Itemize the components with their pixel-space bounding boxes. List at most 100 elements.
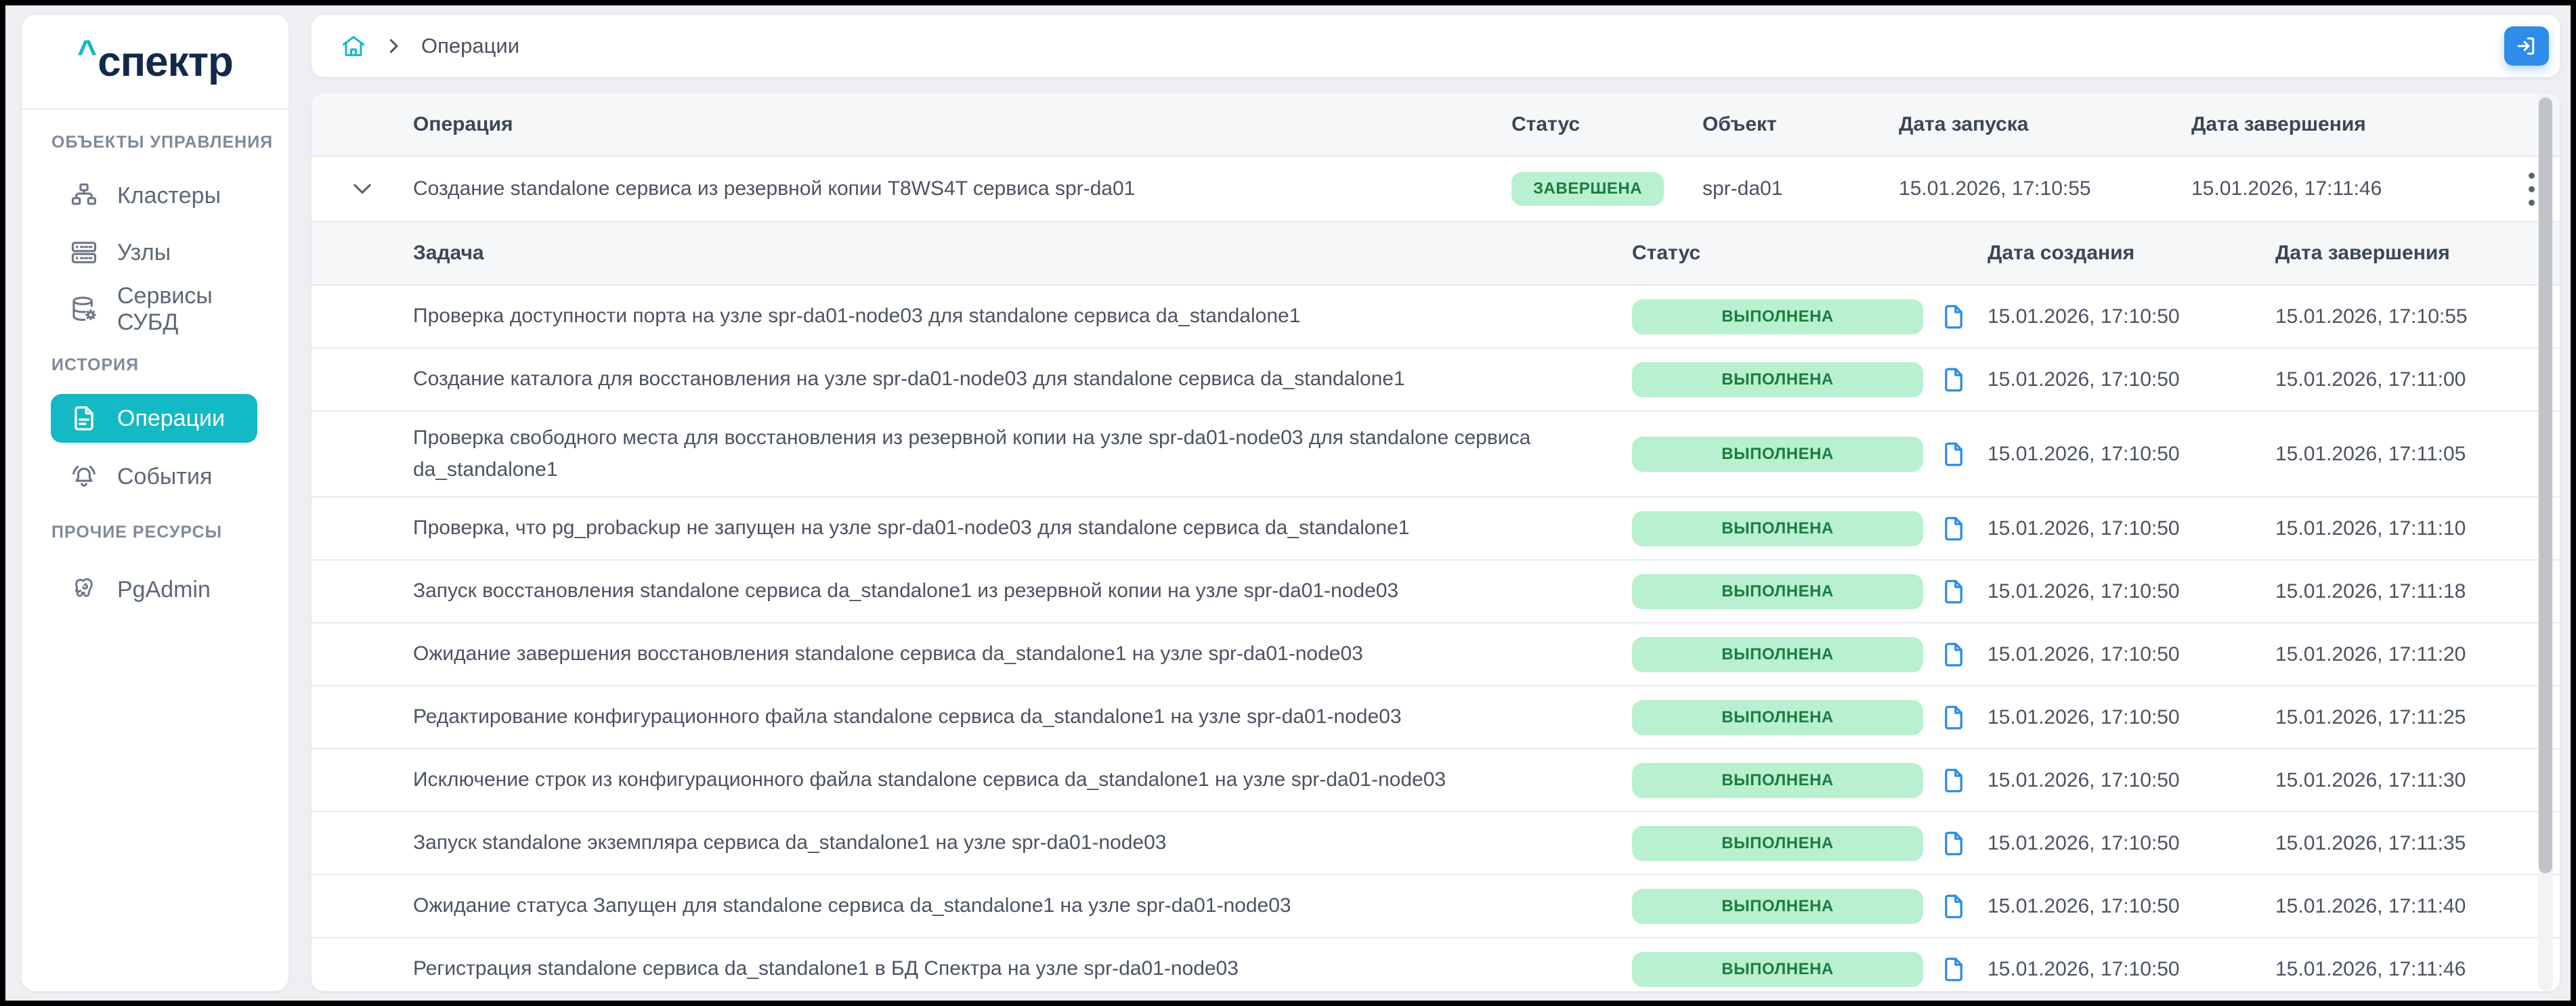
task-name: Регистрация standalone сервиса da_standa… — [413, 957, 1239, 980]
nodes-icon — [68, 237, 100, 268]
operations-panel: Операция Статус Объект Дата запуска Дата… — [312, 93, 2560, 991]
sidebar-item-pgadmin[interactable]: PgAdmin — [51, 561, 257, 618]
task-log-file-icon[interactable] — [1939, 890, 1968, 923]
header-spacer — [312, 222, 413, 284]
task-log-file-icon[interactable] — [1939, 301, 1968, 333]
task-log-file-icon[interactable] — [1939, 364, 1968, 396]
sidebar-item-label: Узлы — [117, 239, 171, 265]
col-object: Объект — [1702, 113, 1777, 135]
task-created-date: 15.01.2026, 17:10:50 — [1988, 442, 2180, 465]
logout-button[interactable] — [2504, 26, 2549, 66]
task-log-file-icon[interactable] — [1939, 512, 1968, 545]
sidebar-item-label: Кластеры — [117, 182, 221, 209]
task-name: Исключение строк из конфигурационного фа… — [413, 768, 1446, 791]
sidebar-item-clusters[interactable]: Кластеры — [51, 167, 257, 224]
table-row: Запуск восстановления standalone сервиса… — [312, 561, 2560, 624]
task-finished-date: 15.01.2026, 17:11:00 — [2275, 368, 2466, 391]
collapse-chevron-icon[interactable] — [312, 157, 413, 221]
breadcrumb-bar: Операции — [312, 15, 2560, 77]
task-finished-date: 15.01.2026, 17:11:35 — [2275, 831, 2466, 854]
sidebar-nav-objects: Кластеры Узлы — [22, 167, 288, 338]
table-row: Проверка свободного места для восстановл… — [312, 412, 2560, 498]
task-log-file-icon[interactable] — [1939, 827, 1968, 860]
sidebar-item-events[interactable]: События — [51, 448, 257, 505]
task-status-badge: ВЫПОЛНЕНА — [1632, 636, 1923, 672]
row-menu-kebab-icon[interactable] — [2519, 163, 2544, 215]
vertical-scrollbar — [2538, 93, 2553, 991]
task-log-file-icon[interactable] — [1939, 575, 1968, 608]
table-row: Проверка, что pg_probackup не запущен на… — [312, 498, 2560, 561]
pgadmin-elephant-icon — [68, 574, 100, 605]
row-indent — [312, 498, 413, 559]
table-row: Исключение строк из конфигурационного фа… — [312, 749, 2560, 812]
sidebar-section-history: История — [51, 355, 139, 374]
task-created-date: 15.01.2026, 17:10:50 — [1988, 831, 2180, 854]
table-row: Запуск standalone экземпляра сервиса da_… — [312, 812, 2560, 875]
operation-status-badge: ЗАВЕРШЕНА — [1511, 172, 1665, 206]
task-log-file-icon[interactable] — [1939, 438, 1968, 471]
sidebar-item-nodes[interactable]: Узлы — [51, 224, 257, 281]
task-log-file-icon[interactable] — [1939, 701, 1968, 734]
task-finished-date: 15.01.2026, 17:11:10 — [2275, 517, 2466, 540]
operation-start-date: 15.01.2026, 17:10:55 — [1899, 177, 2091, 200]
task-status-badge: ВЫПОЛНЕНА — [1632, 573, 1923, 609]
col-start-date: Дата запуска — [1899, 113, 2029, 135]
sidebar-divider — [22, 108, 288, 110]
scrollbar-thumb[interactable] — [2539, 97, 2552, 873]
task-name: Ожидание завершения восстановления stand… — [413, 642, 1363, 665]
task-name: Проверка, что pg_probackup не запущен на… — [413, 517, 1410, 540]
task-created-date: 15.01.2026, 17:10:50 — [1988, 957, 2180, 980]
app-background: ^ спектр Объекты управления Кластеры — [5, 5, 2571, 1001]
chevron-right-icon — [383, 35, 406, 58]
task-log-file-icon[interactable] — [1939, 764, 1968, 797]
table-row: Проверка доступности порта на узле spr-d… — [312, 286, 2560, 349]
task-created-date: 15.01.2026, 17:10:50 — [1988, 768, 2180, 791]
tasks-table-body: Проверка доступности порта на узле spr-d… — [312, 286, 2560, 991]
task-created-date: 15.01.2026, 17:10:50 — [1988, 579, 2180, 603]
col-task: Задача — [413, 242, 484, 264]
sidebar-item-label: PgAdmin — [117, 576, 211, 603]
task-finished-date: 15.01.2026, 17:10:55 — [2275, 305, 2468, 328]
task-finished-date: 15.01.2026, 17:11:30 — [2275, 768, 2466, 791]
col-end-date: Дата завершения — [2191, 113, 2366, 135]
operation-name: Создание standalone сервиса из резервной… — [413, 177, 1136, 200]
database-gear-icon — [68, 294, 100, 325]
home-icon[interactable] — [339, 31, 368, 61]
table-row: Создание каталога для восстановления на … — [312, 349, 2560, 412]
row-indent — [312, 686, 413, 748]
col-finished-date: Дата завершения — [2275, 242, 2450, 264]
task-name: Проверка свободного места для восстановл… — [413, 427, 1531, 481]
task-finished-date: 15.01.2026, 17:11:05 — [2275, 442, 2466, 465]
sidebar-item-label: События — [117, 463, 213, 489]
task-created-date: 15.01.2026, 17:10:50 — [1988, 517, 2180, 540]
task-status-badge: ВЫПОЛНЕНА — [1632, 362, 1923, 397]
logo-caret-icon: ^ — [77, 33, 97, 71]
col-operation: Операция — [413, 113, 513, 135]
row-indent — [312, 349, 413, 410]
row-indent — [312, 412, 413, 496]
sidebar-section-other: Прочие ресурсы — [51, 523, 223, 542]
task-status-badge: ВЫПОЛНЕНА — [1632, 510, 1923, 546]
logo-text: спектр — [98, 38, 234, 85]
col-task-status: Статус — [1632, 242, 1701, 264]
row-indent — [312, 624, 413, 685]
task-status-badge: ВЫПОЛНЕНА — [1632, 762, 1923, 798]
task-status-badge: ВЫПОЛНЕНА — [1632, 888, 1923, 924]
task-status-badge: ВЫПОЛНЕНА — [1632, 951, 1923, 987]
sidebar-item-label: Сервисы СУБД — [117, 283, 213, 335]
sidebar-item-label: Операции — [117, 405, 226, 431]
task-log-file-icon[interactable] — [1939, 638, 1968, 671]
sidebar-item-db-services[interactable]: Сервисы СУБД — [51, 281, 257, 338]
sidebar-item-operations[interactable]: Операции — [51, 394, 257, 443]
col-status: Статус — [1511, 113, 1581, 135]
task-created-date: 15.01.2026, 17:10:50 — [1988, 894, 2180, 917]
events-bell-icon — [68, 461, 100, 492]
app-logo: ^ спектр — [22, 15, 288, 108]
task-status-badge: ВЫПОЛНЕНА — [1632, 825, 1923, 861]
row-indent — [312, 286, 413, 347]
col-created-date: Дата создания — [1988, 242, 2135, 264]
task-name: Ожидание статуса Запущен для standalone … — [413, 894, 1291, 917]
task-created-date: 15.01.2026, 17:10:50 — [1988, 705, 2180, 728]
task-log-file-icon[interactable] — [1939, 953, 1968, 986]
